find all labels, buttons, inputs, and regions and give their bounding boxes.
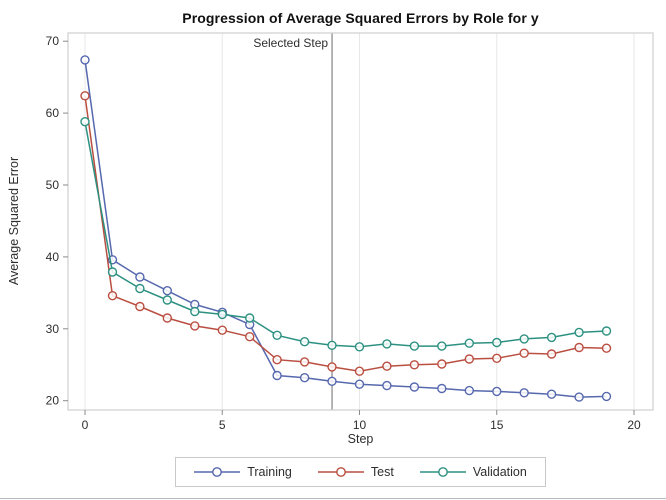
series-marker-validation [217, 309, 228, 320]
series-marker-test [162, 313, 173, 323]
series-marker-validation [299, 337, 310, 347]
series-marker-validation [409, 341, 420, 351]
legend-swatch-marker-icon [437, 467, 448, 477]
series-marker-validation [190, 306, 200, 317]
series-marker-training [464, 385, 474, 396]
series-marker-validation [601, 326, 612, 336]
series-marker-validation [492, 337, 502, 348]
series-marker-training [272, 370, 282, 381]
series-marker-validation [107, 267, 118, 277]
series-marker-training [382, 380, 392, 391]
series-marker-validation [546, 332, 557, 343]
x-tick-label: 20 [627, 418, 641, 432]
series-marker-test [437, 359, 447, 369]
legend-item-validation: Validation [419, 465, 527, 479]
series-marker-training [437, 383, 447, 394]
training-line-marker-swatch [194, 467, 241, 477]
test-line-marker-swatch [317, 467, 364, 477]
series-marker-validation [437, 341, 447, 351]
plot-frame [67, 32, 654, 411]
legend-item-test: Test [317, 465, 394, 479]
legend-swatch-marker-icon [212, 467, 223, 477]
y-axis-label: Average Squared Error [7, 156, 21, 286]
series-marker-test [217, 325, 228, 335]
series-marker-test [107, 291, 118, 301]
series-marker-validation [272, 330, 282, 340]
series-marker-validation [519, 334, 529, 344]
series-marker-test [464, 354, 474, 364]
series-marker-test [574, 342, 584, 353]
series-marker-validation [382, 339, 392, 349]
validation-line-marker-swatch [419, 467, 466, 477]
x-tick-label: 0 [82, 418, 89, 432]
series-marker-training [409, 382, 420, 392]
series-marker-test [546, 349, 557, 359]
series-marker-training [354, 379, 365, 389]
series-marker-training [601, 391, 612, 402]
series-marker-validation [162, 295, 173, 305]
legend-item-training: Training [194, 465, 292, 479]
y-tick-label: 40 [46, 250, 60, 264]
legend: Training Test Validation [68, 457, 653, 487]
series-marker-test [382, 361, 392, 371]
series-line-validation [84, 121, 607, 348]
series-marker-training [546, 389, 557, 399]
series-line-test [84, 95, 607, 372]
window-bottom-border [0, 498, 666, 499]
series-marker-test [299, 357, 310, 367]
series-marker-test [80, 91, 90, 101]
y-tick-label: 70 [46, 34, 60, 48]
legend-swatch-marker-icon [335, 467, 346, 477]
series-marker-test [601, 343, 612, 353]
series-marker-test [244, 332, 255, 342]
y-tick-label: 60 [46, 106, 60, 120]
series-marker-test [492, 353, 502, 363]
y-tick-label: 20 [46, 394, 60, 408]
series-marker-test [135, 301, 145, 312]
series-marker-validation [574, 327, 584, 338]
series-marker-validation [354, 342, 365, 352]
series-marker-training [299, 373, 310, 383]
series-marker-test [354, 366, 365, 376]
x-tick-label: 5 [219, 418, 226, 432]
series-marker-training [162, 286, 173, 296]
x-tick-label: 10 [353, 418, 367, 432]
series-marker-validation [135, 283, 145, 294]
series-marker-test [327, 362, 337, 372]
series-marker-validation [244, 313, 255, 323]
series-marker-training [327, 376, 337, 386]
y-tick-label: 50 [46, 178, 60, 192]
x-axis-label: Step [347, 432, 374, 446]
x-tick-label: 15 [490, 418, 504, 432]
series-marker-validation [327, 340, 337, 350]
series-marker-test [190, 321, 200, 331]
series-marker-validation [464, 338, 474, 348]
series-marker-test [519, 348, 529, 358]
y-tick-label: 30 [46, 322, 60, 336]
legend-label-test: Test [370, 465, 394, 479]
chart-title: Progression of Average Squared Errors by… [182, 10, 539, 26]
series-marker-test [272, 355, 282, 365]
series-marker-training [80, 55, 90, 65]
legend-label-validation: Validation [472, 465, 527, 479]
series-marker-training [135, 272, 145, 282]
selected-step-annotation: Selected Step [253, 36, 328, 50]
legend-label-training: Training [247, 465, 292, 479]
series-marker-validation [80, 116, 90, 127]
series-marker-training [574, 392, 584, 402]
legend-box: Training Test Validation [175, 457, 546, 487]
series-marker-test [409, 360, 420, 370]
series-marker-training [519, 388, 529, 398]
series-marker-training [492, 386, 502, 397]
